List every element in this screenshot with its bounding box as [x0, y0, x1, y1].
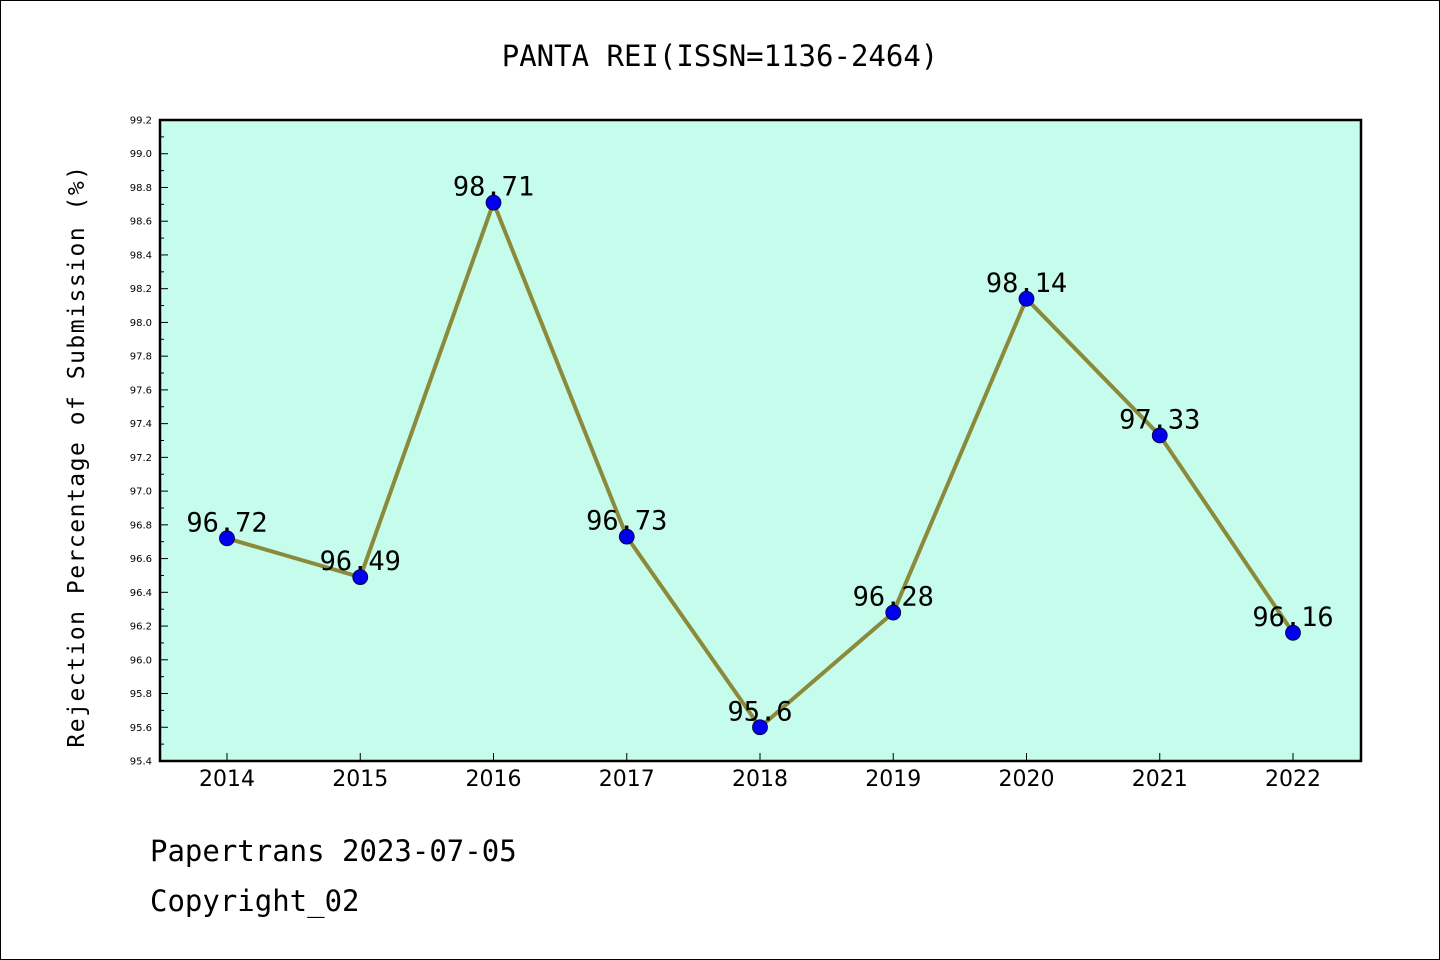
data-label: 95.6	[727, 696, 792, 727]
y-tick-label: 97.8	[130, 352, 152, 363]
y-tick-label: 97.6	[130, 385, 152, 396]
data-label: 98.71	[453, 172, 534, 203]
data-label: 96.73	[586, 506, 667, 537]
y-tick-label: 98.8	[130, 183, 152, 194]
data-labels: 96.72 96.49 98.71 96.73 95.6 96.28 98.14 97.33 9…	[186, 172, 1333, 728]
y-tick-label: 99.2	[130, 116, 152, 127]
y-tick-label: 98.2	[130, 284, 152, 295]
x-tick-label: 2017	[599, 767, 655, 792]
x-tick-label: 2015	[332, 767, 388, 792]
series-points	[219, 194, 1301, 736]
data-point	[618, 528, 635, 545]
y-tick-label: 96.0	[130, 655, 152, 666]
y-tick-label: 96.6	[130, 554, 152, 565]
x-axis-ticks: 2014 2015 2016 2017 2018 2019 2020 2021 2022	[199, 753, 1321, 792]
y-tick-label: 98.6	[130, 217, 152, 228]
data-label: 96.72	[186, 507, 267, 538]
plot-border	[158, 118, 1363, 763]
x-tick-label: 2014	[199, 767, 255, 792]
chart-title: PANTA REI(ISSN=1136-2464)	[502, 39, 939, 73]
data-label: 96.49	[320, 546, 401, 577]
footer-date: Papertrans 2023-07-05	[150, 834, 517, 868]
data-point	[1285, 624, 1301, 641]
y-axis-ticks: 95.4 95.6 95.8 96.0 96.2 96.4 96.6 96.8 97.0 97.2…	[130, 116, 168, 768]
y-tick-label: 98.4	[130, 250, 152, 261]
y-tick-label: 98.0	[130, 318, 152, 329]
footer-copyright: Copyright_02	[150, 884, 360, 918]
y-axis-label: Rejection Percentage of Submission (%)	[64, 164, 90, 747]
data-point	[485, 194, 502, 211]
x-tick-label: 2020	[999, 767, 1055, 792]
data-point	[1151, 427, 1168, 444]
data-label: 96.28	[853, 582, 934, 613]
data-point	[1018, 290, 1035, 307]
y-tick-label: 96.4	[130, 588, 152, 599]
x-tick-label: 2016	[466, 767, 522, 792]
data-label: 97.33	[1119, 404, 1200, 435]
data-label: 96.16	[1252, 602, 1333, 633]
data-label: 98.14	[986, 268, 1067, 299]
y-tick-label: 99.0	[130, 149, 152, 160]
y-tick-label: 97.4	[130, 419, 152, 430]
x-tick-label: 2021	[1132, 767, 1188, 792]
y-tick-label: 95.4	[130, 757, 152, 768]
plot-area	[160, 120, 1361, 761]
data-point	[352, 569, 369, 586]
y-tick-label: 95.6	[130, 723, 152, 734]
x-tick-label: 2022	[1265, 767, 1321, 792]
y-tick-label: 97.2	[130, 453, 152, 464]
data-point	[885, 604, 902, 621]
y-tick-label: 96.8	[130, 520, 152, 531]
x-tick-label: 2018	[732, 767, 788, 792]
x-tick-label: 2019	[865, 767, 921, 792]
y-tick-label: 95.8	[130, 689, 152, 700]
y-tick-label: 97.0	[130, 487, 152, 498]
data-point	[752, 719, 768, 736]
data-point	[219, 530, 235, 547]
y-tick-label: 96.2	[130, 622, 152, 633]
